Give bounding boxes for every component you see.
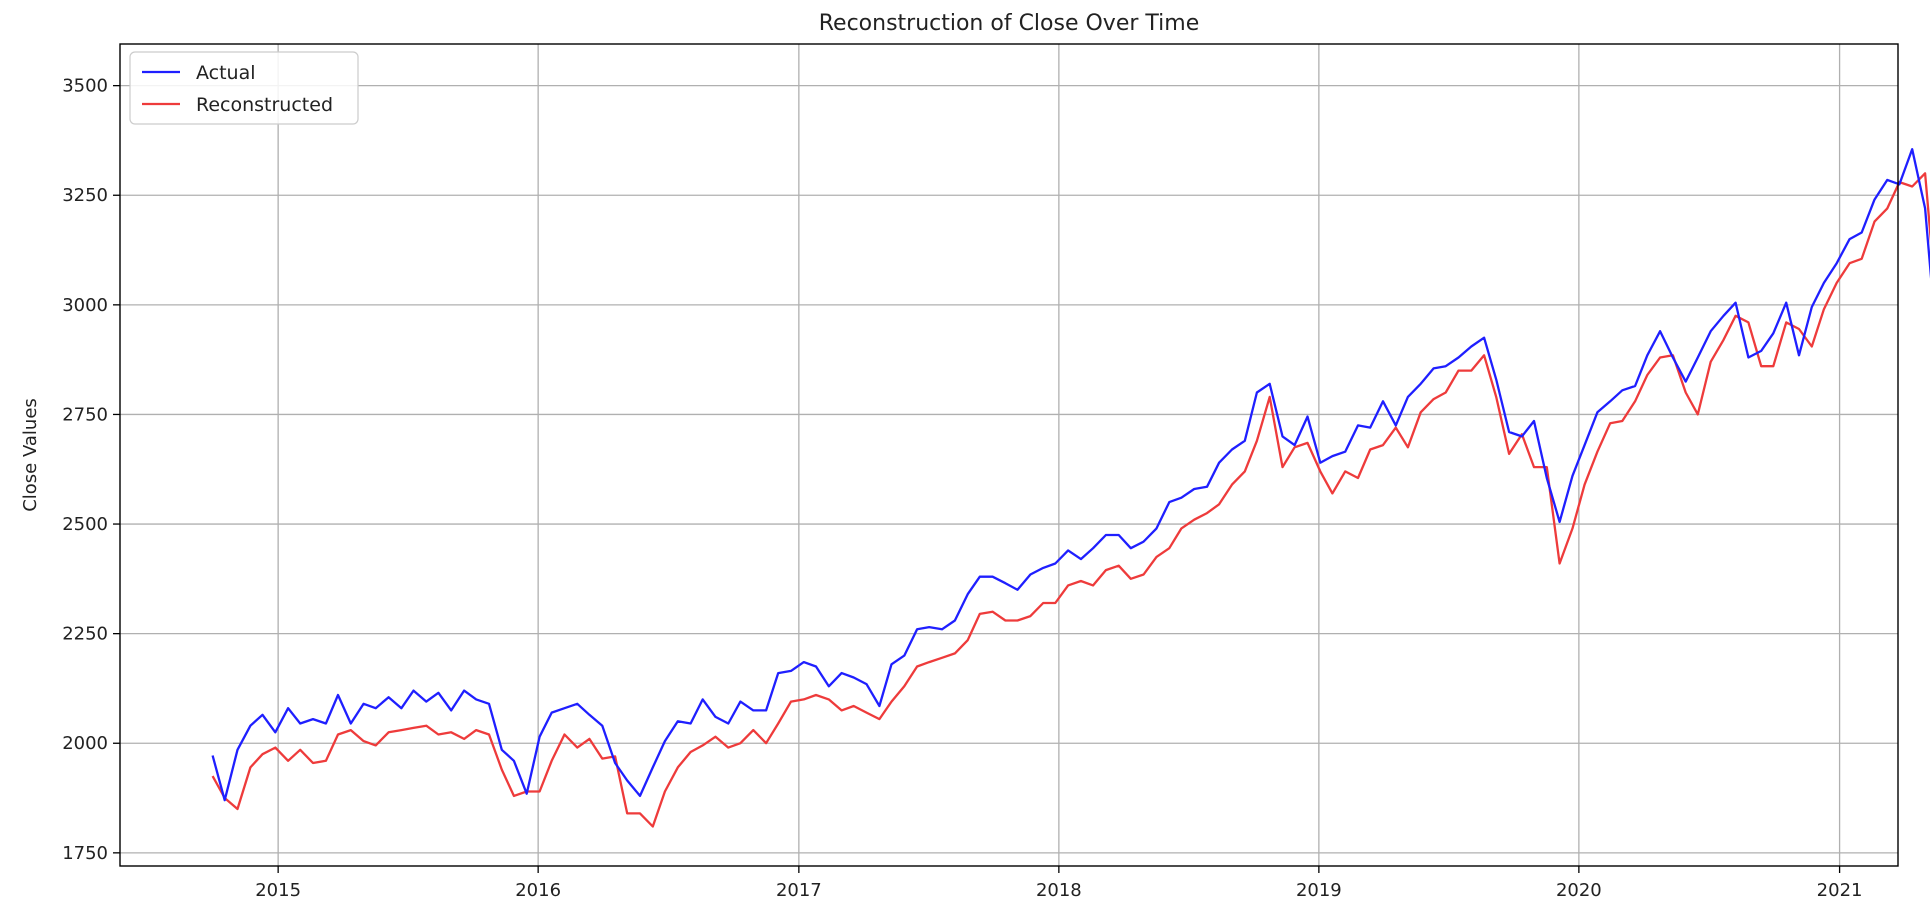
x-tick-label: 2020 bbox=[1556, 880, 1602, 901]
legend-box bbox=[129, 51, 359, 125]
y-axis-label: Close Values bbox=[20, 398, 41, 512]
series-layer bbox=[211, 148, 1930, 828]
legend-label-reconstructed: Reconstructed bbox=[196, 94, 333, 116]
x-tick-label: 2017 bbox=[776, 880, 822, 901]
y-tick-label: 2500 bbox=[62, 514, 108, 535]
y-tick-label: 3500 bbox=[62, 76, 108, 97]
series-line-reconstructed bbox=[211, 172, 1930, 828]
y-tick-label: 3250 bbox=[62, 185, 108, 206]
x-tick-label: 2015 bbox=[255, 880, 301, 901]
legend-label-actual: Actual bbox=[196, 62, 256, 84]
y-tick-label: 2250 bbox=[62, 624, 108, 645]
x-tick-label: 2019 bbox=[1296, 880, 1342, 901]
chart-title: Reconstruction of Close Over Time bbox=[819, 11, 1200, 36]
y-tick-label: 2000 bbox=[62, 733, 108, 754]
y-tick-label: 1750 bbox=[62, 843, 108, 864]
x-tick-label: 2021 bbox=[1817, 880, 1863, 901]
series-line-actual bbox=[211, 148, 1930, 802]
y-tick-label: 3000 bbox=[62, 295, 108, 316]
y-axis: 1750 2000 2250 2500 2750 3000 3250 3500 bbox=[62, 76, 120, 864]
legend: Actual Reconstructed bbox=[129, 51, 359, 125]
x-axis: 2015 2016 2017 2018 2019 2020 2021 bbox=[255, 866, 1862, 901]
x-tick-label: 2018 bbox=[1036, 880, 1082, 901]
y-tick-label: 2750 bbox=[62, 404, 108, 425]
y-grid bbox=[120, 84, 1898, 854]
x-tick-label: 2016 bbox=[515, 880, 561, 901]
plot-area-frame bbox=[119, 43, 1899, 867]
